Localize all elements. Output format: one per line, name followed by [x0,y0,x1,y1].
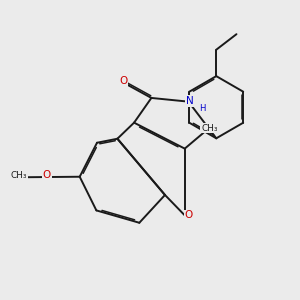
Text: N: N [186,96,194,106]
Text: O: O [184,210,193,220]
Text: CH₃: CH₃ [11,171,27,180]
Text: O: O [43,170,51,180]
Text: CH₃: CH₃ [201,124,217,133]
Text: O: O [119,76,128,86]
Text: H: H [199,104,206,113]
